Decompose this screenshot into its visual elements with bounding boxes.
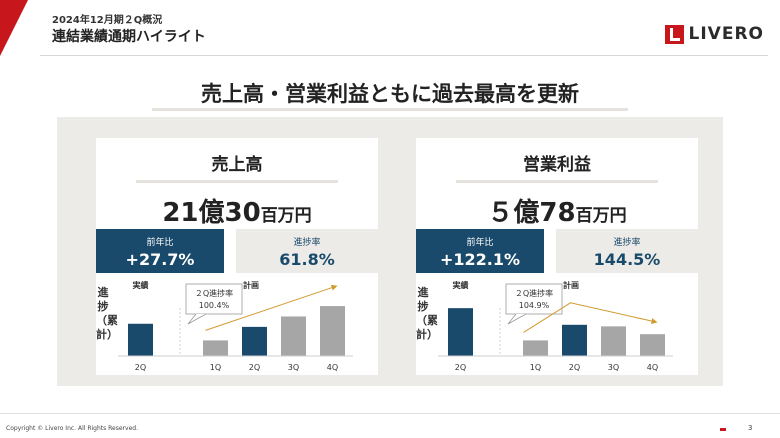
plan-label: 計画 <box>243 280 259 290</box>
logo-text: LIVERO <box>688 24 764 44</box>
x-tick-label: 1Q <box>210 363 221 372</box>
card-title-underline <box>136 180 338 183</box>
x-tick-label: 4Q <box>327 363 338 372</box>
progress-callout: ２Q進捗率 104.9% <box>505 283 563 325</box>
callout-line1: ２Q進捗率 <box>195 288 233 298</box>
footer-copyright: Copyright © Livero Inc. All Rights Reser… <box>6 425 138 432</box>
headline-underline <box>152 108 628 111</box>
livero-logo: LIVERO <box>664 24 764 44</box>
value-number: ５億78 <box>487 198 576 228</box>
kpi-yoy-value: +122.1% <box>439 250 521 269</box>
footer-accent-mark <box>720 428 726 431</box>
kpi-progress-label: 進捗率 <box>613 238 641 248</box>
callout-pointer <box>187 313 207 325</box>
callout-box <box>505 283 563 315</box>
chart-bar <box>562 324 587 356</box>
kpi-yoy-label: 前年比 <box>466 238 494 248</box>
progress-callout: ２Q進捗率 100.4% <box>185 283 243 325</box>
chart-bar <box>128 323 153 356</box>
chart-bar <box>640 334 665 356</box>
x-tick-label: 2Q <box>455 363 466 372</box>
kpi-progress-label: 進捗率 <box>293 238 321 248</box>
card-title: 営業利益 <box>523 155 591 175</box>
card-title-underline <box>456 180 658 183</box>
kpi-yoy-label: 前年比 <box>146 238 174 248</box>
kpi-progress: 進捗率 61.8% <box>236 229 378 273</box>
chart-bar <box>203 340 228 356</box>
page-number: 3 <box>748 424 753 432</box>
kpi-yoy: 前年比 +122.1% <box>416 229 544 273</box>
sales-card: 売上高 21億30百万円 前年比 +27.7% 進捗率 61.8% 進捗（累計）… <box>96 138 378 375</box>
value-unit: 百万円 <box>260 206 312 226</box>
header-title: 連結業績通期ハイライト <box>52 29 206 45</box>
callout-line2: 100.4% <box>199 301 230 310</box>
callout-box <box>185 283 243 315</box>
chart-vertical-label: 進捗（累計） <box>96 286 118 341</box>
sales-progress-chart: 実績 計画 2Q 1Q 2Q 3Q 4Q ２Q進捗率 100.4% <box>118 278 378 375</box>
chart-vertical-label: 進捗（累計） <box>416 286 438 341</box>
operating-profit-progress-chart: 実績 計画 2Q 1Q 2Q 3Q 4Q ２Q進捗率 104.9% <box>438 278 698 375</box>
kpi-progress-value: 61.8% <box>279 250 335 269</box>
operating-profit-card: 営業利益 ５億78百万円 前年比 +122.1% 進捗率 144.5% 進捗（累… <box>416 138 698 375</box>
card-big-value: 21億30百万円 <box>96 192 378 229</box>
x-tick-label: 3Q <box>288 363 299 372</box>
x-tick-label: 4Q <box>647 363 658 372</box>
x-tick-label: 2Q <box>569 363 580 372</box>
actual-label: 実績 <box>133 280 149 290</box>
chart-bar <box>448 308 473 356</box>
card-title: 売上高 <box>211 155 263 175</box>
trend-arrow <box>523 302 658 333</box>
header-divider <box>40 55 768 56</box>
footer-divider <box>0 413 780 414</box>
logo-mark-icon <box>664 24 684 44</box>
x-tick-label: 1Q <box>530 363 541 372</box>
callout-line2: 104.9% <box>519 301 550 310</box>
actual-label: 実績 <box>453 280 469 290</box>
value-number: 21億30 <box>162 198 261 228</box>
chart-bar <box>242 326 267 356</box>
kpi-yoy: 前年比 +27.7% <box>96 229 224 273</box>
corner-accent <box>0 0 28 56</box>
plan-label: 計画 <box>563 280 579 290</box>
x-tick-label: 3Q <box>608 363 619 372</box>
card-big-value: ５億78百万円 <box>416 192 698 229</box>
chart-bar <box>601 326 626 356</box>
x-tick-label: 2Q <box>135 363 146 372</box>
chart-bar <box>320 306 345 356</box>
chart-svg: 実績 計画 2Q 1Q 2Q 3Q 4Q ２Q進捗率 100.4% <box>118 280 353 372</box>
trend-arrow <box>205 284 338 331</box>
slide-headline: 売上高・営業利益ともに過去最高を更新 <box>201 82 579 106</box>
x-tick-label: 2Q <box>249 363 260 372</box>
kpi-progress-value: 144.5% <box>593 250 661 269</box>
chart-bar <box>281 316 306 356</box>
value-unit: 百万円 <box>575 206 627 226</box>
callout-line1: ２Q進捗率 <box>515 288 553 298</box>
header-subtitle: 2024年12月期２Q概況 <box>52 15 163 26</box>
kpi-yoy-value: +27.7% <box>125 250 195 269</box>
callout-pointer <box>507 313 527 325</box>
chart-svg: 実績 計画 2Q 1Q 2Q 3Q 4Q ２Q進捗率 104.9% <box>438 280 673 372</box>
chart-bar <box>523 340 548 356</box>
kpi-progress: 進捗率 144.5% <box>556 229 698 273</box>
